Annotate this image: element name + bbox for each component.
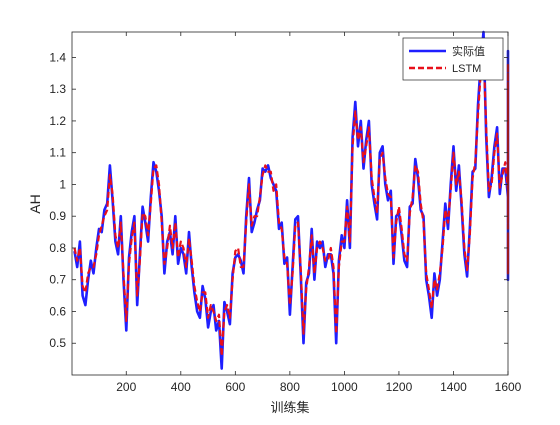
y-tick-label: 0.5 bbox=[49, 336, 66, 350]
x-axis-label: 训练集 bbox=[270, 400, 309, 415]
x-tick-label: 600 bbox=[225, 380, 245, 394]
legend-label-actual: 实际值 bbox=[452, 44, 485, 58]
y-tick-label: 0.9 bbox=[49, 209, 66, 223]
x-tick-label: 1200 bbox=[386, 380, 413, 394]
x-tick-label: 400 bbox=[171, 380, 191, 394]
x-axis-ticks: 200 400 600 800 1000 1200 1400 1600 bbox=[116, 32, 522, 394]
x-tick-label: 1400 bbox=[440, 380, 467, 394]
x-tick-label: 1600 bbox=[495, 380, 522, 394]
x-tick-label: 1000 bbox=[331, 380, 358, 394]
x-tick-label: 200 bbox=[116, 380, 136, 394]
y-tick-label: 1.2 bbox=[49, 114, 66, 128]
y-tick-label: 1.1 bbox=[49, 146, 66, 160]
y-axis-label: AH bbox=[27, 194, 43, 213]
x-tick-label: 800 bbox=[280, 380, 300, 394]
y-tick-label: 1.4 bbox=[49, 50, 66, 64]
y-tick-label: 1.3 bbox=[49, 82, 66, 96]
y-tick-label: 0.7 bbox=[49, 273, 66, 287]
legend-label-lstm: LSTM bbox=[452, 63, 481, 75]
y-axis-ticks: 0.5 0.6 0.7 0.8 0.9 1 1.1 1.2 1.3 1.4 bbox=[49, 50, 508, 350]
y-tick-label: 0.6 bbox=[49, 304, 66, 318]
y-tick-label: 1 bbox=[59, 177, 66, 191]
y-tick-label: 0.8 bbox=[49, 241, 66, 255]
legend: 实际值 LSTM bbox=[402, 37, 504, 81]
legend-box bbox=[402, 37, 504, 81]
